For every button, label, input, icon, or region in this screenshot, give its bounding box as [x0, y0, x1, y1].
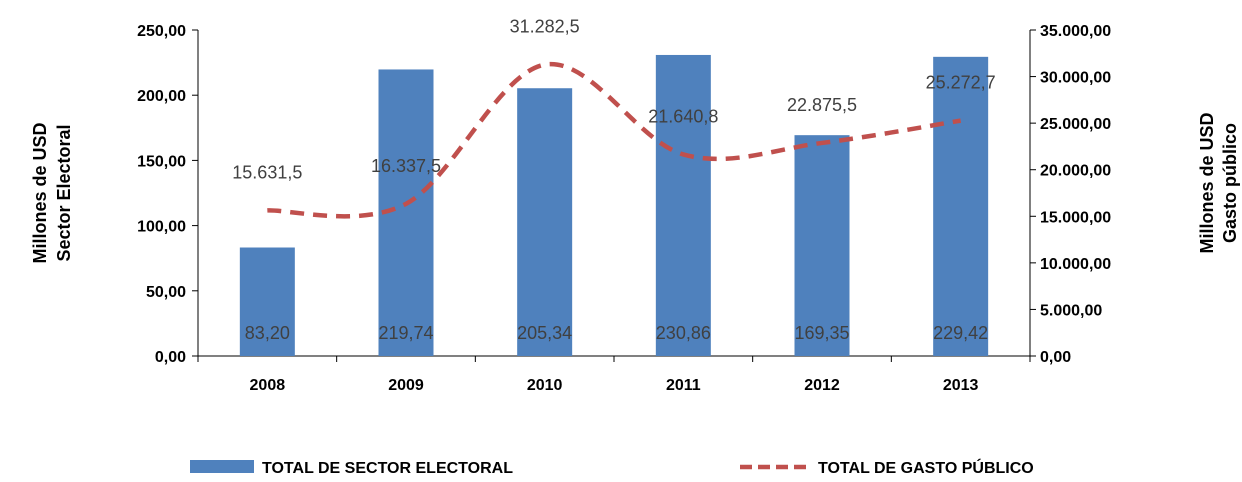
- bar-2008: [239, 247, 295, 356]
- right-tick-label: 35.000,00: [1040, 23, 1111, 40]
- bar-data-label: 169,35: [794, 323, 849, 343]
- bar-2013: [933, 56, 989, 357]
- legend-label-bar: TOTAL DE SECTOR ELECTORAL: [262, 460, 513, 477]
- right-tick-label: 30.000,00: [1040, 70, 1111, 87]
- left-tick-label: 50,00: [146, 284, 186, 301]
- line-data-label: 31.282,5: [510, 17, 580, 37]
- axis-titles: Millones de USD Sector Electoral Millones …: [30, 112, 1240, 263]
- bar-2011: [655, 54, 711, 357]
- bar-data-label: 205,34: [517, 323, 572, 343]
- right-axis-title-line1: Millones de USD: [1197, 112, 1217, 253]
- right-tick-label: 0,00: [1040, 349, 1071, 366]
- left-tick-label: 150,00: [137, 153, 186, 170]
- x-tick-label: 2013: [943, 377, 979, 394]
- line-data-label: 15.631,5: [232, 162, 302, 182]
- data-labels: 83,20 219,74 205,34 230,86 169,35 229,42 15.63…: [232, 17, 995, 343]
- left-tick-label: 100,00: [137, 219, 186, 236]
- right-tick-label: 25.000,00: [1040, 116, 1111, 133]
- bar-data-label: 219,74: [378, 323, 433, 343]
- bar-data-label: 229,42: [933, 323, 988, 343]
- x-tick-label: 2011: [666, 377, 701, 394]
- right-tick-label: 20.000,00: [1040, 163, 1111, 180]
- line-data-label: 25.272,7: [926, 73, 996, 93]
- gasto-publico-line: [267, 61, 962, 219]
- line-data-label: 22.875,5: [787, 95, 857, 115]
- left-tick-label: 200,00: [137, 88, 186, 105]
- axes: [192, 29, 1036, 362]
- bar-data-label: 83,20: [245, 323, 290, 343]
- left-tick-label: 0,00: [155, 349, 186, 366]
- right-tick-label: 15.000,00: [1040, 209, 1111, 226]
- right-tick-label: 10.000,00: [1040, 256, 1111, 273]
- legend: TOTAL DE SECTOR ELECTORAL TOTAL DE GASTO …: [190, 458, 1034, 477]
- bar-2012: [794, 135, 850, 356]
- line-data-label: 16.337,5: [371, 156, 441, 176]
- left-tick-label: 250,00: [137, 23, 186, 40]
- bar-2010: [517, 88, 573, 357]
- bar-series: [239, 54, 989, 357]
- x-tick-label: 2010: [527, 377, 563, 394]
- legend-swatch-bar: [190, 460, 254, 473]
- left-axis-title-line1: Millones de USD: [30, 122, 50, 263]
- x-tick-label: 2009: [388, 377, 424, 394]
- line-series: [267, 61, 962, 219]
- x-tick-label: 2012: [804, 377, 840, 394]
- tick-labels: 0,00 50,00 100,00 150,00 200,00 250,00 0,00 5.0…: [137, 23, 1111, 394]
- right-axis-title-line2: Gasto público: [1220, 123, 1240, 243]
- line-data-label: 21.640,8: [648, 106, 718, 126]
- right-tick-label: 5.000,00: [1040, 302, 1102, 319]
- legend-label-line: TOTAL DE GASTO PÚBLICO: [818, 458, 1034, 477]
- x-tick-label: 2008: [250, 377, 286, 394]
- left-axis-title-line2: Sector Electoral: [54, 124, 74, 261]
- bar-data-label: 230,86: [656, 323, 711, 343]
